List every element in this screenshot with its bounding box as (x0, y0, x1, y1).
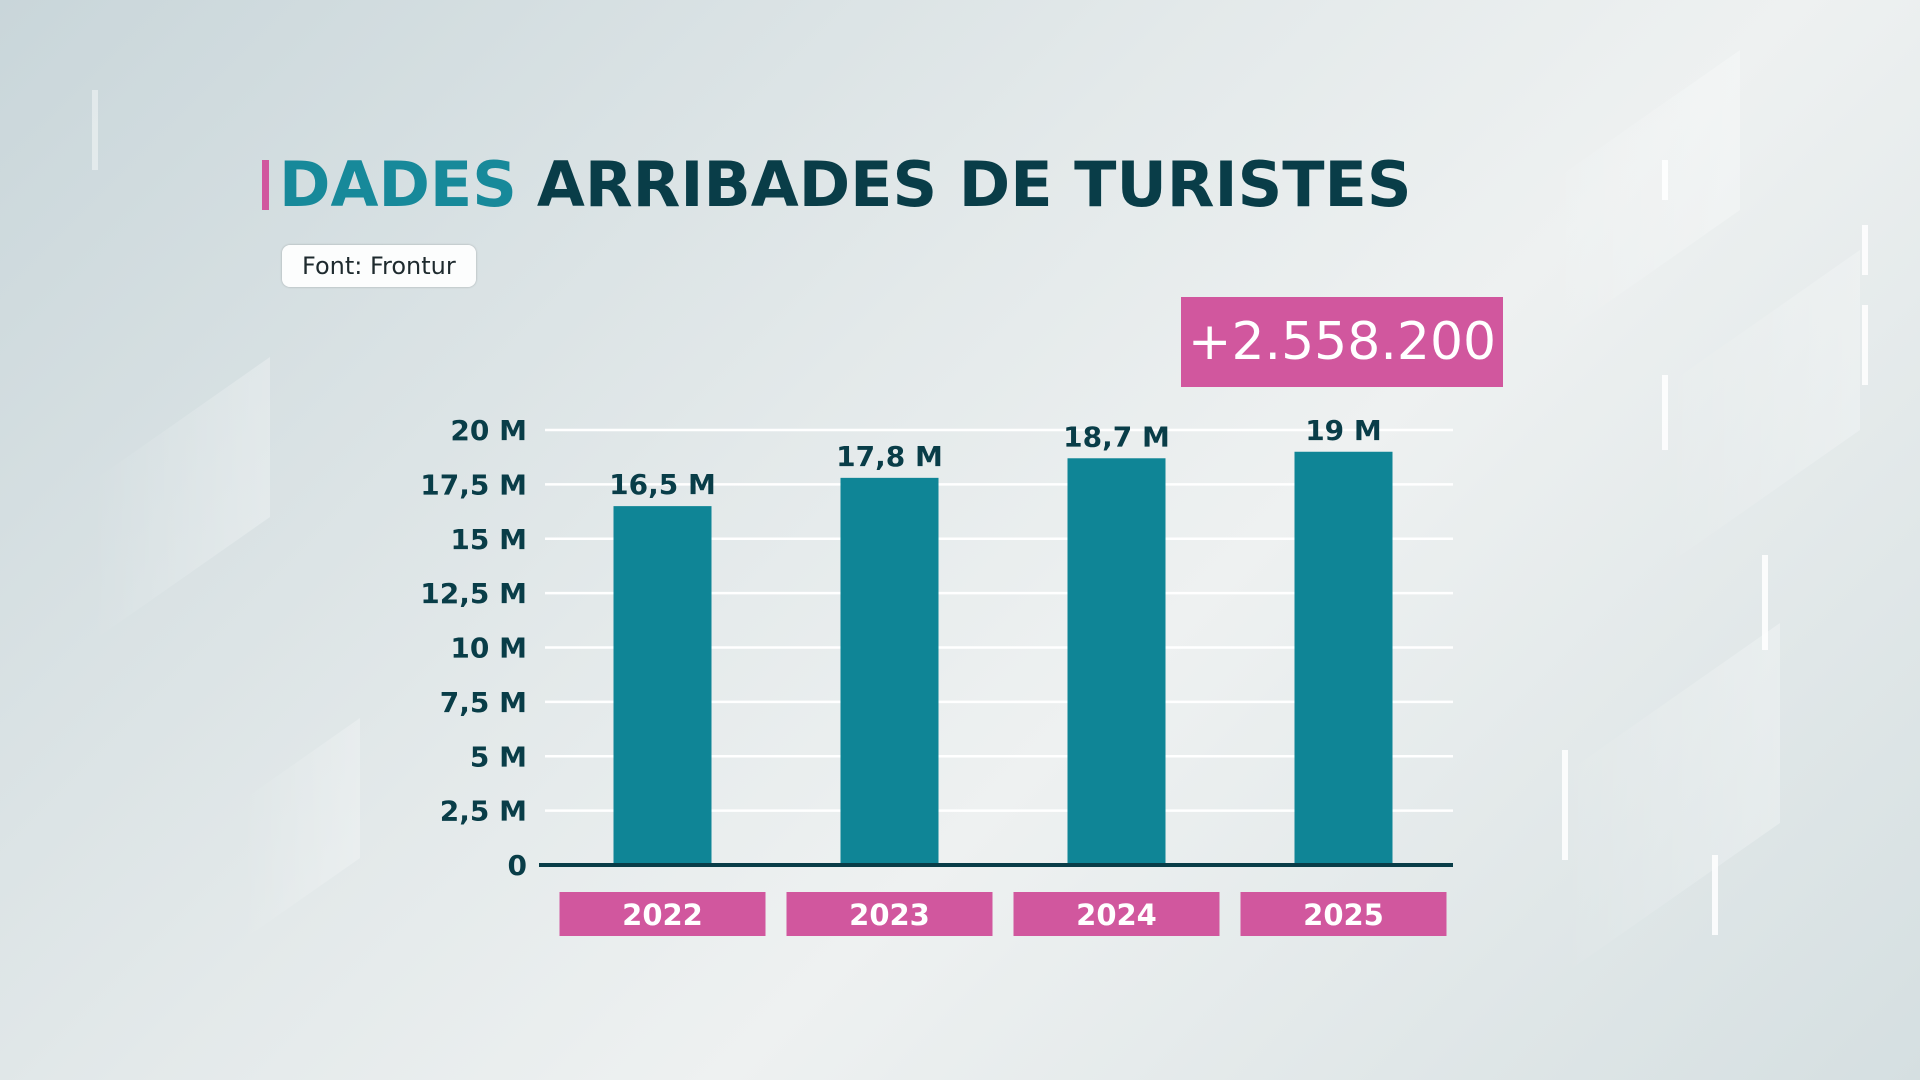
bar (1294, 451, 1393, 865)
x-category-label: 2024 (1076, 898, 1157, 932)
bar-value-label: 17,8 M (836, 440, 943, 473)
title-accent-bar (262, 159, 269, 210)
bar (1067, 458, 1166, 865)
category-tag (786, 892, 993, 936)
y-tick-label: 7,5 M (440, 686, 527, 719)
y-tick-label: 17,5 M (420, 468, 527, 501)
category-tag (559, 892, 766, 936)
difference-callout: +2.558.200 (1181, 297, 1503, 387)
bar (840, 477, 939, 865)
bar-value-label: 16,5 M (609, 468, 716, 501)
x-category-label: 2022 (622, 898, 703, 932)
title-tag: DADES (279, 148, 517, 221)
category-tag (1240, 892, 1447, 936)
y-tick-label: 2,5 M (440, 795, 527, 828)
source-label: Font: Frontur (282, 245, 476, 287)
y-tick-label: 10 M (450, 632, 527, 665)
x-category-label: 2025 (1303, 898, 1384, 932)
y-tick-label: 20 M (450, 414, 527, 447)
bar-value-label: 19 M (1305, 414, 1382, 447)
y-tick-label: 12,5 M (420, 577, 527, 610)
x-category-label: 2023 (849, 898, 930, 932)
y-tick-label: 15 M (450, 523, 527, 556)
bar-value-label: 18,7 M (1063, 420, 1170, 453)
category-tag (1013, 892, 1220, 936)
y-tick-label: 5 M (470, 740, 527, 773)
chart-title: DADES ARRIBADES DE TURISTES (262, 148, 1412, 221)
title-text: ARRIBADES DE TURISTES (536, 148, 1412, 221)
y-tick-label: 0 (508, 849, 527, 882)
bar (613, 506, 712, 865)
